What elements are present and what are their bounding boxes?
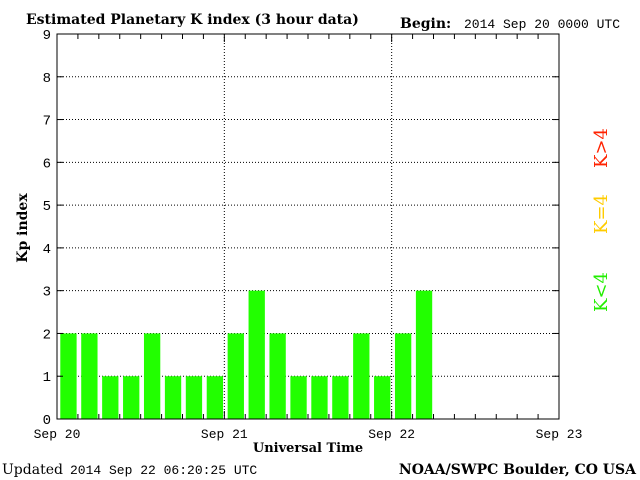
bar bbox=[290, 376, 307, 419]
bar bbox=[415, 290, 433, 419]
bar bbox=[332, 376, 349, 419]
y-tick-label: 6 bbox=[43, 156, 51, 172]
begin-label: Begin: bbox=[400, 16, 451, 32]
bar bbox=[164, 376, 182, 419]
bar bbox=[374, 376, 391, 419]
y-tick-label: 3 bbox=[43, 285, 51, 301]
bar bbox=[311, 376, 328, 419]
ticks: 0 1 2 3 4 5 6 7 8 9 Sep 20 Sep 21 Sep 22 Sep 23 bbox=[34, 28, 583, 442]
bar bbox=[102, 376, 119, 419]
bar bbox=[143, 333, 161, 419]
x-tick-label: Sep 20 bbox=[34, 427, 81, 442]
bar bbox=[123, 376, 140, 419]
updated-label: Updated bbox=[2, 462, 63, 478]
bar bbox=[248, 290, 265, 419]
chart-title: Estimated Planetary K index (3 hour data… bbox=[26, 12, 359, 28]
legend-k-greater-4: K>4 bbox=[591, 128, 612, 168]
y-tick-label: 9 bbox=[43, 28, 51, 44]
x-tick-label: Sep 23 bbox=[536, 427, 583, 442]
source-credit: NOAA/SWPC Boulder, CO USA bbox=[399, 462, 637, 478]
begin-value: 2014 Sep 20 0000 UTC bbox=[464, 17, 620, 32]
legend-k-equal-4: K=4 bbox=[591, 194, 612, 234]
y-tick-label: 7 bbox=[43, 114, 51, 130]
bar bbox=[81, 333, 98, 419]
y-tick-label: 5 bbox=[43, 199, 51, 215]
x-axis-label: Universal Time bbox=[253, 441, 363, 456]
y-tick-label: 1 bbox=[43, 370, 51, 386]
x-tick-label: Sep 21 bbox=[201, 427, 248, 442]
updated-value: 2014 Sep 22 06:20:25 UTC bbox=[70, 463, 257, 478]
legend-k-less-4: K<4 bbox=[591, 272, 612, 312]
bar bbox=[185, 376, 203, 419]
y-tick-label: 8 bbox=[43, 71, 51, 87]
y-tick-label: 0 bbox=[43, 413, 51, 429]
bar bbox=[269, 333, 286, 419]
bars bbox=[60, 290, 433, 419]
legend: K<4 K=4 K>4 bbox=[591, 128, 612, 312]
plot-frame bbox=[56, 33, 560, 420]
x-tick-label: Sep 22 bbox=[368, 427, 415, 442]
bar bbox=[394, 333, 412, 419]
bar bbox=[206, 376, 224, 419]
bar bbox=[60, 333, 77, 419]
grid-lines bbox=[57, 34, 559, 419]
y-axis-label: Kp index bbox=[15, 193, 31, 263]
bar bbox=[353, 333, 370, 419]
y-tick-label: 2 bbox=[43, 327, 51, 343]
y-tick-label: 4 bbox=[43, 242, 51, 258]
bar bbox=[227, 333, 244, 419]
